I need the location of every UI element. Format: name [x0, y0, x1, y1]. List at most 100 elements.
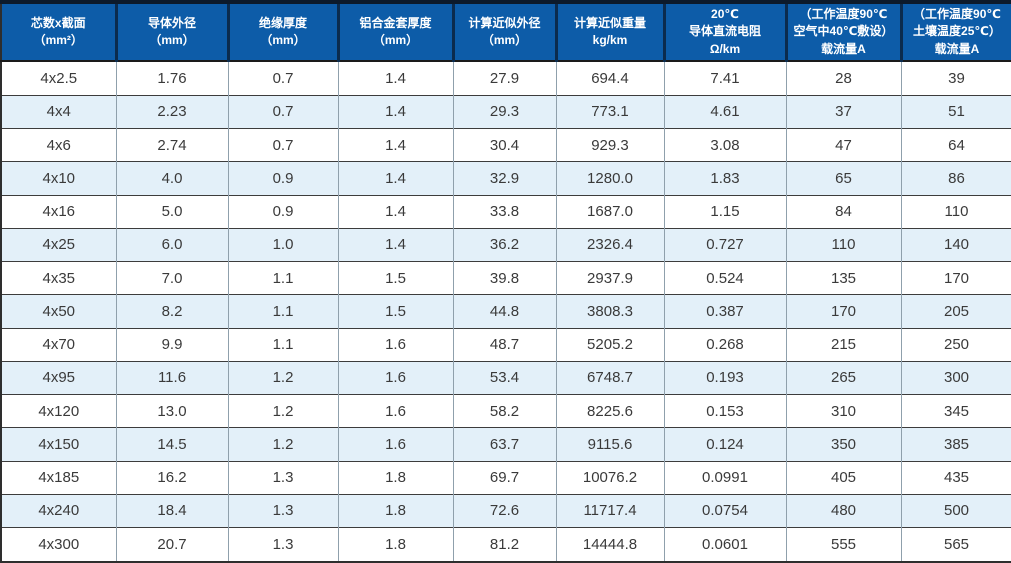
table-cell-alloy-sheath-thickness: 1.8	[337, 493, 453, 528]
table-cell-alloy-sheath-thickness: 1.4	[337, 227, 453, 262]
table-row: 4x4 2.23 0.7 1.4 29.3 773.1 4.61 37 51	[1, 94, 1011, 129]
table-cell-ampacity-soil: 345	[900, 394, 1011, 428]
table-cell-conductor-od: 7.0	[115, 261, 228, 295]
table-cell-calc-approx-od: 39.8	[452, 261, 556, 295]
table-cell-ampacity-soil: 64	[900, 128, 1011, 162]
table-cell-calc-approx-weight: 3808.3	[555, 294, 664, 329]
table-row: 4x10 4.0 0.9 1.4 32.9 1280.0 1.83 65 86	[1, 161, 1011, 196]
table-cell-insulation-thickness: 1.3	[227, 460, 338, 495]
table-cell-insulation-thickness: 1.2	[227, 394, 338, 428]
header-row: 芯数x截面 （mm²） 导体外径 （mm） 绝缘厚度 （mm） 铝合金套厚度 （mm） 计算近似…	[1, 2, 1011, 63]
table-cell-calc-approx-od: 81.2	[452, 527, 556, 562]
table-row: 4x16 5.0 0.9 1.4 33.8 1687.0 1.15 84 110	[1, 194, 1011, 229]
table-row: 4x25 6.0 1.0 1.4 36.2 2326.4 0.727 110 140	[1, 227, 1011, 262]
table-cell-ampacity-air: 215	[785, 327, 901, 362]
table-cell-ampacity-soil: 110	[900, 194, 1011, 229]
table-cell-ampacity-soil: 385	[900, 427, 1011, 462]
table-cell-calc-approx-weight: 2937.9	[555, 261, 664, 295]
table-cell-ampacity-soil: 205	[900, 294, 1011, 329]
table-cell-dc-resistance-20c: 0.0754	[663, 493, 786, 528]
table-cell-conductor-od: 2.23	[115, 94, 228, 129]
table-cell-conductor-od: 13.0	[115, 394, 228, 428]
table-cell-insulation-thickness: 1.2	[227, 427, 338, 462]
table-cell-alloy-sheath-thickness: 1.5	[337, 261, 453, 295]
table-cell-calc-approx-weight: 8225.6	[555, 394, 664, 428]
table-cell-core-count-section: 4x4	[1, 94, 116, 129]
column-header-line: 载流量A	[821, 41, 866, 56]
column-header-calc-approx-od: 计算近似外径 （mm）	[451, 2, 556, 63]
table-cell-core-count-section: 4x50	[1, 294, 116, 329]
table-cell-conductor-od: 14.5	[115, 427, 228, 462]
table-cell-ampacity-soil: 435	[900, 460, 1011, 495]
table-cell-ampacity-soil: 39	[900, 61, 1011, 96]
table-cell-insulation-thickness: 0.9	[227, 161, 338, 196]
table-cell-dc-resistance-20c: 3.08	[663, 128, 786, 162]
column-header-line: 绝缘厚度	[258, 15, 307, 30]
column-header-line: （mm）	[260, 33, 306, 48]
table-cell-calc-approx-weight: 6748.7	[555, 360, 664, 395]
table-cell-dc-resistance-20c: 0.153	[663, 394, 786, 428]
table-cell-dc-resistance-20c: 0.0991	[663, 460, 786, 495]
table-row: 4x50 8.2 1.1 1.5 44.8 3808.3 0.387 170 205	[1, 294, 1011, 329]
table-cell-dc-resistance-20c: 7.41	[663, 61, 786, 96]
column-header-core-count-section: 芯数x截面 （mm²）	[1, 2, 116, 63]
column-header-line: 计算近似重量	[573, 15, 646, 30]
table-cell-calc-approx-weight: 5205.2	[555, 327, 664, 362]
table-cell-calc-approx-od: 32.9	[452, 161, 556, 196]
table-cell-insulation-thickness: 1.2	[227, 360, 338, 395]
table-cell-core-count-section: 4x6	[1, 128, 116, 162]
table-cell-conductor-od: 9.9	[115, 327, 228, 362]
table-cell-alloy-sheath-thickness: 1.4	[337, 61, 453, 96]
table-cell-ampacity-soil: 500	[900, 493, 1011, 528]
table-cell-ampacity-air: 37	[785, 94, 901, 129]
table-cell-calc-approx-weight: 11717.4	[555, 493, 664, 528]
table-cell-insulation-thickness: 1.0	[227, 227, 338, 262]
table-cell-calc-approx-od: 30.4	[452, 128, 556, 162]
table-cell-calc-approx-weight: 694.4	[555, 61, 664, 96]
table-row: 4x150 14.5 1.2 1.6 63.7 9115.6 0.124 350 385	[1, 427, 1011, 462]
table-cell-dc-resistance-20c: 0.193	[663, 360, 786, 395]
table-cell-ampacity-air: 135	[785, 261, 901, 295]
table-cell-ampacity-soil: 565	[900, 527, 1011, 562]
table-cell-core-count-section: 4x120	[1, 394, 116, 428]
column-header-ampacity-soil: （工作温度90℃ 土壤温度25℃） 载流量A	[899, 2, 1011, 63]
table-cell-dc-resistance-20c: 1.83	[663, 161, 786, 196]
table-cell-core-count-section: 4x2.5	[1, 61, 116, 96]
table-row: 4x70 9.9 1.1 1.6 48.7 5205.2 0.268 215 250	[1, 327, 1011, 362]
table-cell-ampacity-air: 350	[785, 427, 901, 462]
column-header-line: （mm²）	[33, 33, 83, 48]
table-cell-core-count-section: 4x70	[1, 327, 116, 362]
column-header-line: Ω/km	[709, 41, 741, 56]
table-cell-alloy-sheath-thickness: 1.8	[337, 527, 453, 562]
column-header-line: 空气中40℃敷设）	[793, 24, 894, 39]
table-cell-ampacity-soil: 170	[900, 261, 1011, 295]
table-cell-insulation-thickness: 1.1	[227, 261, 338, 295]
table-row: 4x2.5 1.76 0.7 1.4 27.9 694.4 7.41 28 39	[1, 61, 1011, 96]
table-cell-conductor-od: 5.0	[115, 194, 228, 229]
table-cell-calc-approx-weight: 1687.0	[555, 194, 664, 229]
table-cell-ampacity-air: 47	[785, 128, 901, 162]
table-row: 4x185 16.2 1.3 1.8 69.7 10076.2 0.0991 405 435	[1, 460, 1011, 495]
table-cell-ampacity-soil: 300	[900, 360, 1011, 395]
table-cell-alloy-sheath-thickness: 1.8	[337, 460, 453, 495]
table-cell-dc-resistance-20c: 4.61	[663, 94, 786, 129]
column-header-line: （mm）	[481, 33, 528, 48]
table-cell-calc-approx-weight: 14444.8	[555, 527, 664, 562]
column-header-line: 芯数x截面	[30, 15, 86, 30]
column-header-line: 土壤温度25℃）	[913, 24, 1001, 39]
table-cell-alloy-sheath-thickness: 1.4	[337, 128, 453, 162]
table-cell-core-count-section: 4x16	[1, 194, 116, 229]
column-header-line: 导体直流电阻	[688, 24, 761, 39]
table-cell-ampacity-air: 110	[785, 227, 901, 262]
table-cell-dc-resistance-20c: 0.268	[663, 327, 786, 362]
table-cell-conductor-od: 8.2	[115, 294, 228, 329]
column-header-line: 导体外径	[147, 15, 196, 30]
table-row: 4x35 7.0 1.1 1.5 39.8 2937.9 0.524 135 170	[1, 261, 1011, 295]
table-cell-ampacity-air: 28	[785, 61, 901, 96]
table-cell-core-count-section: 4x35	[1, 261, 116, 295]
table-cell-ampacity-air: 405	[785, 460, 901, 495]
table-cell-conductor-od: 1.76	[115, 61, 228, 96]
table-cell-conductor-od: 4.0	[115, 161, 228, 196]
